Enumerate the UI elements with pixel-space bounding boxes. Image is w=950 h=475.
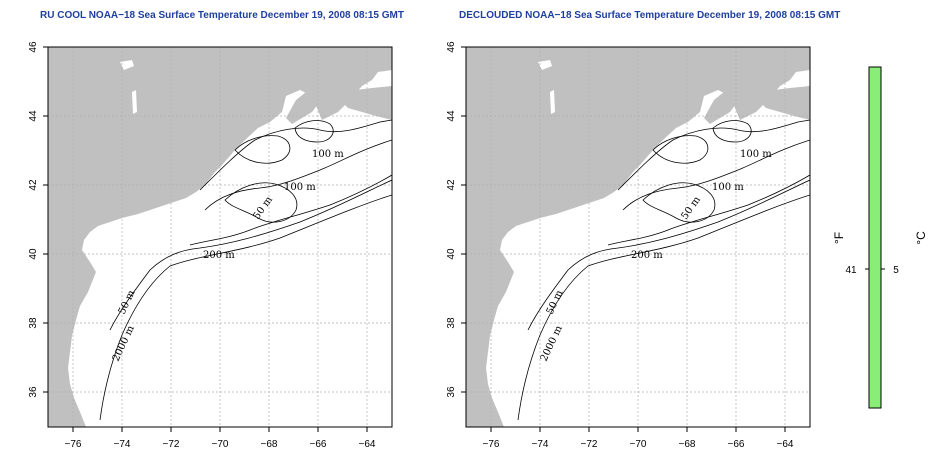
lat-tick-label: 36 [28,386,39,398]
lat-tick-label: 38 [28,317,39,329]
land-mass [48,47,392,427]
lon-tick-label: −70 [212,439,229,450]
lon-tick-label: −72 [163,439,180,450]
lon-tick-label: −68 [679,439,696,450]
lon-tick-label: −68 [261,439,278,450]
lon-tick-label: −66 [728,439,745,450]
contour-label: 100 m [284,182,316,193]
contour-label: 2000 m [111,324,137,364]
right-map-panel: 100 m 100 m 50 m 200 m 50 m 2000 m −76 −… [446,41,811,450]
grid-lines [48,47,392,427]
contour-label: 50 m [545,288,566,316]
left-map-panel: 100 m 100 m 50 m 200 m 50 m 2000 m −76 −… [28,41,393,450]
left-map-title: RU COOL NOAA−18 Sea Surface Temperature … [40,10,404,21]
depth-contours [99,119,392,421]
lat-tick-label: 46 [28,41,39,53]
right-map-title: DECLOUDED NOAA−18 Sea Surface Temperatur… [459,10,841,21]
lon-tick-label: −74 [532,439,549,450]
colorbar-unit-f: °F [832,232,846,244]
contour-label: 50 m [679,194,703,222]
contour-label: 50 m [251,194,275,222]
lon-tick-label: −64 [777,439,794,450]
lake [132,90,137,114]
contour-label: 200 m [631,250,663,261]
contour-label: 100 m [312,149,344,160]
land-mass-newfoundland [340,86,392,120]
lake [120,60,134,70]
contour-label: 100 m [712,182,744,193]
lat-tick-label: 44 [28,110,39,122]
lake [550,90,555,114]
colorbar-value-f: 41 [845,265,857,276]
colorbar-value-c: 5 [893,265,899,276]
cape-cod [568,210,608,226]
lon-tick-label: −72 [581,439,598,450]
contour-label: 200 m [203,250,235,261]
contour-label: 100 m [740,149,772,160]
lat-tick-label: 44 [446,110,457,122]
land-mass-nova-scotia [286,92,318,124]
lon-tick-label: −70 [630,439,647,450]
colorbar-unit-c: °C [914,231,928,245]
lon-tick-label: −76 [65,439,82,450]
lat-tick-label: 46 [446,41,457,53]
land-mass-nova-scotia [704,92,736,124]
lat-tick-label: 42 [446,179,457,191]
axis-ticks [43,46,368,432]
cape-cod [150,210,190,226]
lon-tick-label: −76 [483,439,500,450]
contour-label: 50 m [117,288,138,316]
grid-lines [466,47,810,427]
lat-tick-label: 36 [446,386,457,398]
lon-tick-label: −64 [359,439,376,450]
colorbar: 41 5 °F °C [832,66,928,409]
lat-tick-label: 40 [446,248,457,260]
lake [538,60,552,70]
depth-contours [517,119,810,421]
lat-tick-label: 38 [446,317,457,329]
lon-tick-label: −66 [310,439,327,450]
lat-tick-label: 40 [28,248,39,260]
colorbar-fill [868,66,882,409]
lon-tick-label: −74 [114,439,131,450]
axis-ticks [461,46,786,432]
land-mass [466,47,810,427]
land-mass-newfoundland [758,86,810,120]
lat-tick-label: 42 [28,179,39,191]
